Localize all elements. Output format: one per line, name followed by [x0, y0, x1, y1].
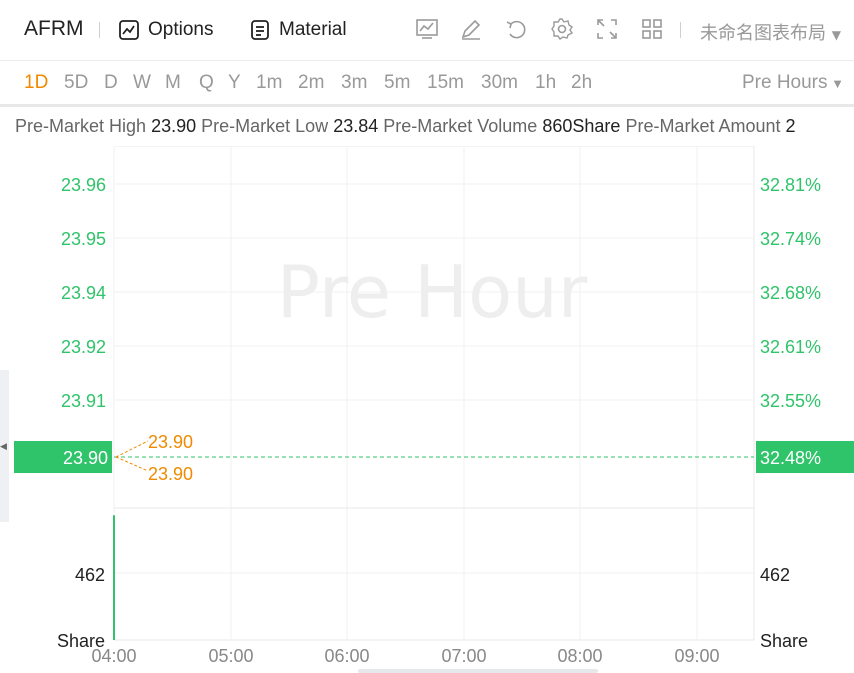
- volume-axis-label: 462: [75, 565, 105, 585]
- period-tab[interactable]: D: [104, 72, 118, 93]
- symbol-title[interactable]: AFRM: [24, 17, 84, 40]
- time-axis-label: 05:00: [208, 646, 253, 666]
- current-change-value: 32.48%: [760, 448, 821, 468]
- stat-amount-value: 2: [785, 116, 796, 136]
- stat-volume-number: 860: [542, 116, 573, 136]
- annotation-low-label: 23.90: [148, 464, 193, 484]
- stat-low-value: 23.84: [333, 116, 379, 136]
- chart-grid: [113, 146, 755, 641]
- period-tab[interactable]: 2h: [571, 72, 593, 93]
- time-scroll-indicator[interactable]: [358, 669, 598, 673]
- time-axis-label: 08:00: [557, 646, 602, 666]
- price-chart[interactable]: Pre Hour 23.96 32.81% 23.95 32.74% 23.94 32.6…: [0, 146, 854, 673]
- period-tab[interactable]: W: [133, 72, 151, 93]
- period-tab[interactable]: 5m: [384, 72, 411, 93]
- change-axis-label: 32.81%: [760, 175, 821, 195]
- premarket-stats: Pre-Market High 23.90 Pre-Market Low 23.…: [15, 116, 854, 137]
- layout-name-label: 未命名图表布局: [700, 23, 826, 44]
- current-change-badge: [756, 441, 854, 473]
- volume-unit-label-right: Share: [760, 631, 808, 651]
- price-axis-label: 23.92: [61, 337, 106, 357]
- undo-icon[interactable]: [504, 17, 528, 41]
- stat-high-label: Pre-Market High: [15, 116, 147, 136]
- period-tab[interactable]: 2m: [298, 72, 325, 93]
- volume-bar[interactable]: [113, 515, 115, 640]
- period-tab[interactable]: 1h: [535, 72, 557, 93]
- period-tab[interactable]: Y: [228, 72, 241, 93]
- stat-volume-label: Pre-Market Volume: [383, 116, 538, 136]
- indicator-chart-icon[interactable]: [415, 17, 439, 41]
- price-axis-label: 23.94: [61, 283, 106, 303]
- volume-axis-label-right: 462: [760, 565, 790, 585]
- layout-name-dropdown[interactable]: 未命名图表布局 ▼: [700, 19, 841, 45]
- price-axis-label: 23.91: [61, 391, 106, 411]
- chevron-down-icon: ▼: [831, 28, 841, 42]
- material-label: Material: [279, 19, 347, 40]
- stat-volume-value: 860Share: [542, 116, 620, 136]
- toolbar-divider-right: [680, 22, 681, 38]
- period-tab[interactable]: Q: [199, 72, 214, 93]
- top-toolbar: AFRM Options Material: [0, 0, 854, 61]
- options-button[interactable]: Options: [118, 14, 213, 46]
- fullscreen-icon[interactable]: [595, 17, 619, 41]
- collapse-arrow-icon[interactable]: ◀: [0, 441, 7, 451]
- current-price-value: 23.90: [63, 448, 108, 468]
- price-axis-label: 23.95: [61, 229, 106, 249]
- period-tab[interactable]: M: [165, 72, 181, 93]
- material-doc-icon: [251, 20, 269, 40]
- session-select[interactable]: Pre Hours ▼: [742, 72, 844, 94]
- toolbar-divider: [99, 22, 100, 38]
- time-axis-label: 07:00: [441, 646, 486, 666]
- current-price-badge: [14, 441, 112, 473]
- chart-marks: 23.96 32.81% 23.95 32.74% 23.94 32.68% 23.92 32…: [14, 175, 854, 666]
- stat-low-label: Pre-Market Low: [201, 116, 329, 136]
- chart-watermark: Pre Hour: [277, 250, 588, 334]
- change-axis-label: 32.68%: [760, 283, 821, 303]
- settings-gear-icon[interactable]: [550, 17, 574, 41]
- annotation-leader-low: [115, 456, 149, 472]
- period-tab[interactable]: 1m: [256, 72, 283, 93]
- change-axis-label: 32.74%: [760, 229, 821, 249]
- change-axis-label: 32.61%: [760, 337, 821, 357]
- grid-layout-icon[interactable]: [640, 17, 664, 41]
- material-button[interactable]: Material: [249, 14, 347, 46]
- draw-pen-icon[interactable]: [459, 17, 483, 41]
- side-panel-handle[interactable]: [0, 370, 9, 522]
- plot-frame: [113, 146, 755, 641]
- change-axis-label: 32.55%: [760, 391, 821, 411]
- session-select-label: Pre Hours: [741, 72, 828, 93]
- period-tab[interactable]: 3m: [341, 72, 368, 93]
- period-tab[interactable]: 5D: [64, 72, 89, 93]
- chevron-down-icon: ▼: [827, 76, 844, 91]
- stat-high-value: 23.90: [151, 116, 197, 136]
- stat-volume-unit: Share: [572, 116, 621, 136]
- period-tab[interactable]: 30m: [481, 72, 518, 93]
- time-axis-label: 04:00: [91, 646, 136, 666]
- volume-unit-label: Share: [57, 631, 105, 651]
- stat-amount-label: Pre-Market Amount: [625, 116, 781, 136]
- price-axis-label: 23.96: [61, 175, 106, 195]
- annotation-leader-high: [115, 440, 149, 458]
- time-axis-label: 09:00: [674, 646, 719, 666]
- time-axis-label: 06:00: [324, 646, 369, 666]
- period-tab[interactable]: 1D: [24, 72, 49, 93]
- options-chart-icon: [119, 20, 139, 40]
- period-tab[interactable]: 15m: [427, 72, 464, 93]
- annotation-high-label: 23.90: [148, 432, 193, 452]
- period-tabs: 1D 5D D W M Q Y 1m 2m 3m 5m 15m 30m 1h 2h Pre Hours ▼: [0, 60, 854, 107]
- options-label: Options: [148, 19, 214, 40]
